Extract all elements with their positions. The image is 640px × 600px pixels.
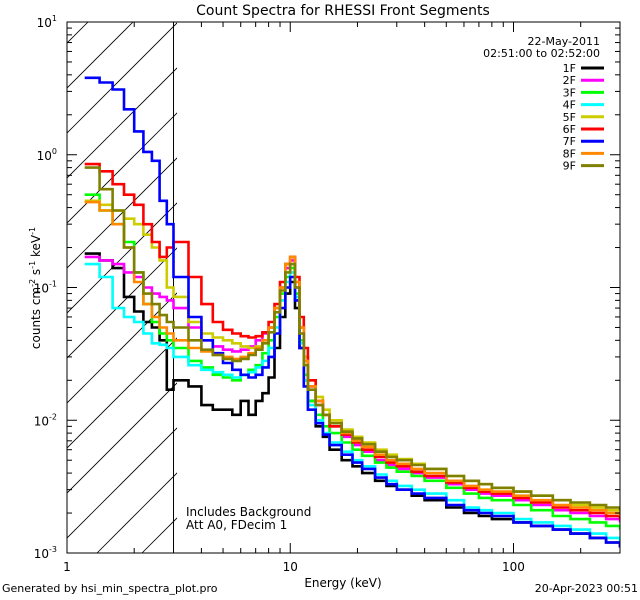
y-tick-labels: 10-3 10-2 10-1 100 101: [34, 14, 57, 561]
series-9F: [84, 166, 620, 511]
y-axis-label: counts cm-2 s-1 keV-1: [28, 227, 43, 349]
annotation-background: Includes Background: [186, 505, 311, 519]
hatch-line: [67, 427, 177, 539]
y-label-part: counts cm: [29, 287, 43, 349]
chart-title: Count Spectra for RHESSI Front Segments: [196, 3, 490, 19]
footer-datetime: 20-Apr-2023 00:51: [534, 582, 638, 595]
annotation-attenuator: Att A0, FDecim 1: [186, 518, 287, 532]
y-label-part: keV: [29, 234, 43, 261]
x-tick-label: 1: [63, 560, 71, 574]
legend-label-6F: 6F: [563, 123, 576, 136]
hatch-line: [67, 67, 177, 179]
axis-ticks: [66, 22, 621, 554]
y-tick-label: 101: [37, 14, 57, 30]
y-label-exp: -1: [28, 261, 37, 269]
legend-label-5F: 5F: [563, 111, 576, 124]
hatch-line: [67, 247, 177, 359]
x-tick-label: 100: [502, 560, 525, 574]
y-tick-label: 10-2: [34, 412, 57, 428]
legend-label-3F: 3F: [563, 86, 576, 99]
legend-label-9F: 9F: [563, 160, 576, 173]
legend-label-4F: 4F: [563, 99, 576, 112]
series-2F: [84, 255, 620, 523]
hatch-line: [67, 157, 177, 269]
y-tick-label: 10-3: [34, 545, 57, 561]
hatch-line: [67, 382, 177, 494]
legend-time-range: 02:51:00 to 02:52:00: [483, 47, 600, 60]
y-label-part: s: [29, 269, 43, 279]
excluded-region-hatch: [0, 0, 177, 553]
legend-date: 22-May-2011: [528, 35, 600, 48]
y-tick-label: 100: [37, 147, 57, 163]
hatch-line: [0, 0, 112, 553]
y-label-exp: -1: [28, 227, 37, 235]
hatch-line: [67, 202, 177, 314]
y-label-exp: -2: [28, 279, 37, 287]
hatch-line: [67, 22, 177, 134]
y-tick-label: 10-1: [34, 280, 57, 296]
x-tick-label: 10: [283, 560, 298, 574]
series-group: [84, 76, 620, 548]
footer-generated-by: Generated by hsi_min_spectra_plot.pro: [2, 582, 218, 595]
legend-label-2F: 2F: [563, 74, 576, 87]
hatch-line: [67, 22, 134, 89]
series-7F: [84, 76, 620, 548]
series-3F: [84, 193, 620, 530]
legend-label-8F: 8F: [563, 147, 576, 160]
legend-label-7F: 7F: [563, 135, 576, 148]
x-tick-labels: 1 10 100: [63, 560, 525, 574]
legend-label-1F: 1F: [563, 62, 576, 75]
series-8F: [84, 200, 620, 516]
x-axis-label: Energy (keV): [304, 576, 381, 590]
hatch-line: [67, 337, 177, 449]
